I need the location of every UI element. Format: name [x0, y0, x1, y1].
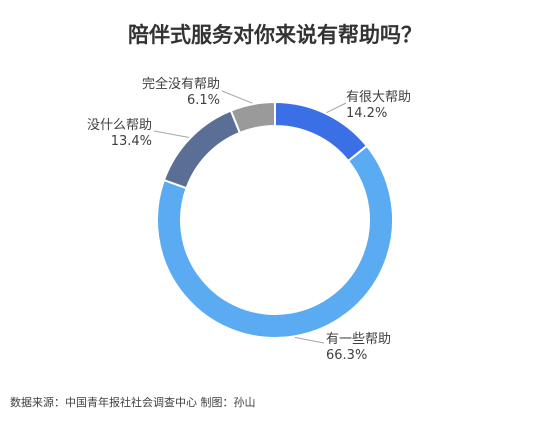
slices-group	[156, 100, 394, 339]
donut-slice-3	[162, 109, 242, 190]
label-slice-2: 有一些帮助	[326, 332, 391, 347]
leader-line-1	[326, 102, 347, 114]
value-slice-1: 14.2%	[346, 106, 387, 121]
leader-line-2	[294, 336, 325, 344]
value-slice-3: 13.4%	[111, 134, 152, 149]
value-slice-2: 66.3%	[326, 348, 367, 363]
donut-slice-4	[229, 100, 276, 135]
leader-line-3	[153, 130, 190, 138]
chart-title: 陪伴式服务对你来说有帮助吗？	[128, 23, 422, 47]
leader-line-4	[221, 90, 253, 104]
label-slice-3: 没什么帮助	[87, 118, 152, 133]
label-slice-4: 完全没有帮助	[142, 76, 220, 92]
value-slice-4: 6.1%	[187, 93, 220, 108]
label-slice-1: 有很大帮助	[346, 90, 411, 105]
leader-lines-group	[153, 90, 347, 344]
donut-slice-2	[156, 144, 394, 339]
source-note: 数据来源：中国青年报社社会调查中心 制图：孙山	[10, 395, 256, 409]
